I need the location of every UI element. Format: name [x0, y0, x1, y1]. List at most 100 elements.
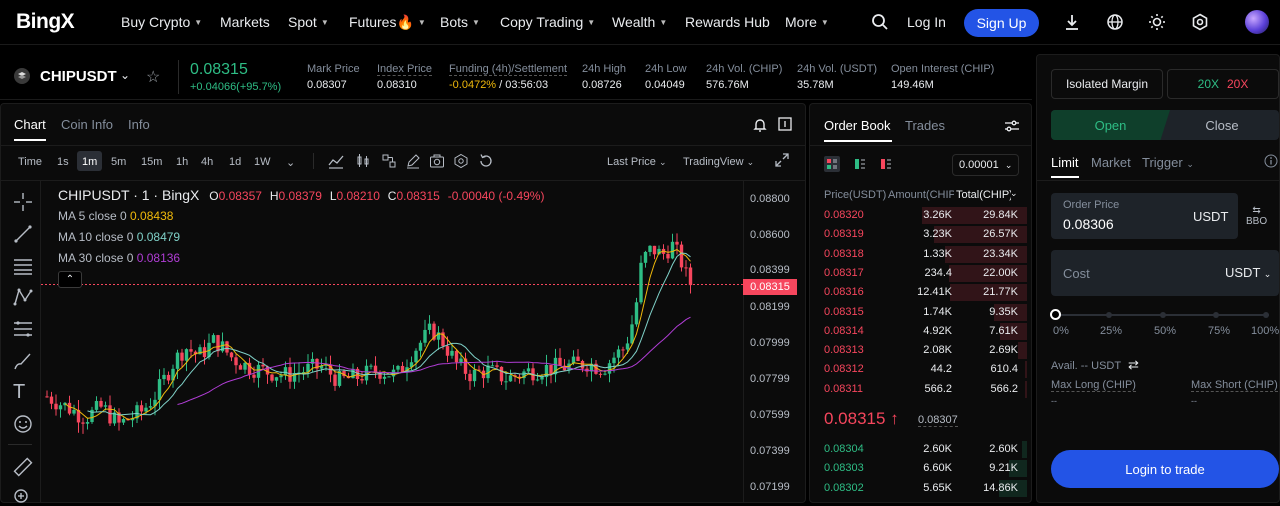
pattern-icon[interactable] [13, 287, 33, 306]
slider-tick[interactable] [1160, 312, 1166, 318]
trendline-icon[interactable] [13, 224, 32, 243]
text-tool-icon[interactable]: T [13, 381, 26, 403]
tradingview-select[interactable]: TradingView ⌄ [683, 156, 755, 168]
slider-mark-50[interactable]: 50% [1154, 325, 1177, 337]
slider-mark-0[interactable]: 0% [1053, 325, 1069, 337]
cost-unit-select[interactable]: USDT ⌄ [1225, 265, 1272, 280]
slider-tick[interactable] [1106, 312, 1112, 318]
search-icon[interactable] [870, 12, 890, 32]
orderbook-row[interactable]: 0.08313 2.08K 2.69K [810, 341, 1031, 360]
nav-rewards-hub[interactable]: Rewards Hub [685, 14, 770, 30]
favorite-star-icon[interactable]: ☆ [146, 69, 161, 86]
col-total-chevron-icon[interactable]: ⌄ [1010, 188, 1018, 198]
nav-wealth[interactable]: Wealth ▼ [612, 14, 668, 30]
interval-1d[interactable]: 1d [229, 156, 242, 168]
horizontal-lines-icon[interactable] [13, 256, 32, 275]
orderbook-row[interactable]: 0.08312 44.2 610.4 [810, 360, 1031, 379]
last-price-select[interactable]: Last Price ⌄ [607, 156, 667, 168]
view-both-icon[interactable] [824, 156, 840, 172]
tab-trades[interactable]: Trades [905, 118, 945, 133]
avatar[interactable] [1245, 10, 1269, 34]
col-total[interactable]: Total(CHIP) [956, 189, 1011, 201]
chart-settings-icon[interactable] [453, 153, 471, 171]
candle-type-icon[interactable] [355, 153, 373, 171]
collapse-legend-chevron-up-icon[interactable]: ⌃ [58, 271, 82, 288]
depth-select[interactable]: 0.00001 ⌄ [952, 154, 1019, 176]
order-price-value[interactable]: 0.08306 [1063, 216, 1114, 232]
orderbook-row[interactable]: 0.08320 3.26K 29.84K [810, 206, 1031, 225]
ruler-icon[interactable] [13, 457, 33, 477]
symbol-name[interactable]: CHIPUSDT [40, 68, 117, 85]
compare-icon[interactable] [381, 153, 399, 171]
candlestick-chart[interactable] [41, 181, 743, 503]
brush-icon[interactable] [13, 351, 31, 370]
order-type-market[interactable]: Market [1091, 155, 1131, 170]
interval-1m[interactable]: 1m [82, 156, 98, 168]
tab-chart[interactable]: Chart [14, 117, 46, 132]
mid-mark-price[interactable]: 0.08307 [918, 414, 958, 427]
view-bids-icon[interactable] [852, 156, 868, 175]
chevron-down-icon[interactable]: ⌄ [120, 68, 131, 82]
bingx-logo[interactable]: BingX [16, 10, 75, 33]
sign-up-button[interactable]: Sign Up [964, 9, 1039, 37]
interval-1w[interactable]: 1W [254, 156, 271, 168]
tab-order-book[interactable]: Order Book [824, 118, 891, 133]
reset-icon[interactable] [478, 153, 496, 171]
crosshair-icon[interactable] [13, 192, 32, 211]
interval-4h[interactable]: 4h [201, 156, 214, 168]
interval-1h[interactable]: 1h [176, 156, 189, 168]
slider-tick[interactable] [1213, 312, 1219, 318]
interval-15m[interactable]: 15m [141, 156, 163, 168]
login-to-trade-button[interactable]: Login to trade [1051, 450, 1279, 488]
slider-tick[interactable] [1263, 312, 1269, 318]
info-icon[interactable] [1264, 154, 1278, 171]
slider-mark-25[interactable]: 25% [1100, 325, 1123, 337]
orderbook-row[interactable]: 0.08304 2.60K 2.60K [810, 440, 1031, 459]
nav-buy-crypto[interactable]: Buy Crypto ▼ [121, 14, 203, 30]
orderbook-row[interactable]: 0.08316 12.41K 21.77K [810, 283, 1031, 302]
order-type-trigger[interactable]: Trigger ⌄ [1142, 155, 1194, 170]
slider-mark-100[interactable]: 100% [1251, 325, 1280, 337]
nav-futures[interactable]: Futures🔥 ▼ [349, 14, 426, 30]
orderbook-settings-icon[interactable] [1004, 118, 1020, 137]
nav-spot[interactable]: Spot ▼ [288, 14, 329, 30]
nav-markets[interactable]: Markets [220, 14, 270, 30]
close-tab[interactable]: Close [1205, 117, 1239, 133]
orderbook-row[interactable]: 0.08319 3.23K 26.57K [810, 225, 1031, 244]
zoom-in-icon[interactable] [13, 487, 31, 505]
panel-toggle-icon[interactable] [778, 117, 792, 134]
interval-1s[interactable]: 1s [57, 156, 69, 168]
tab-coin-info[interactable]: Coin Info [61, 117, 114, 132]
transfer-icon[interactable]: ⇄ [1127, 357, 1139, 372]
globe-icon[interactable] [1105, 12, 1125, 32]
max-long-label[interactable]: Max Long (CHIP) [1051, 379, 1136, 392]
orderbook-row[interactable]: 0.08311 566.2 566.2 [810, 380, 1031, 399]
orderbook-row[interactable]: 0.08318 1.33K 23.34K [810, 245, 1031, 264]
fib-icon[interactable] [13, 319, 32, 337]
order-price-input[interactable] [1051, 193, 1238, 239]
fullscreen-icon[interactable] [775, 153, 793, 171]
orderbook-row[interactable]: 0.08315 1.74K 9.35K [810, 303, 1031, 322]
view-asks-icon[interactable] [878, 156, 894, 175]
leverage-button[interactable]: 20X 20X [1167, 69, 1279, 99]
amount-slider-handle[interactable] [1050, 309, 1061, 320]
theme-sun-icon[interactable] [1147, 12, 1167, 32]
slider-mark-75[interactable]: 75% [1208, 325, 1231, 337]
camera-icon[interactable] [429, 153, 447, 171]
settings-gear-icon[interactable] [1190, 12, 1210, 32]
tab-info[interactable]: Info [128, 117, 150, 132]
nav-copy-trading[interactable]: Copy Trading ▼ [500, 14, 596, 30]
interval-5m[interactable]: 5m [111, 156, 127, 168]
max-short-label[interactable]: Max Short (CHIP) [1191, 379, 1278, 392]
order-type-limit[interactable]: Limit [1051, 155, 1079, 170]
emoji-icon[interactable] [13, 414, 32, 433]
bell-icon[interactable] [752, 117, 768, 136]
orderbook-row[interactable]: 0.08302 5.65K 14.86K [810, 479, 1031, 498]
indicators-icon[interactable] [328, 153, 346, 171]
login-link[interactable]: Log In [907, 14, 946, 30]
margin-mode-button[interactable]: Isolated Margin [1051, 69, 1163, 99]
interval-more-chevron-icon[interactable]: ⌄ [286, 157, 296, 169]
nav-more[interactable]: More ▼ [785, 14, 829, 30]
open-tab[interactable]: Open [1051, 110, 1170, 140]
download-icon[interactable] [1062, 12, 1082, 32]
